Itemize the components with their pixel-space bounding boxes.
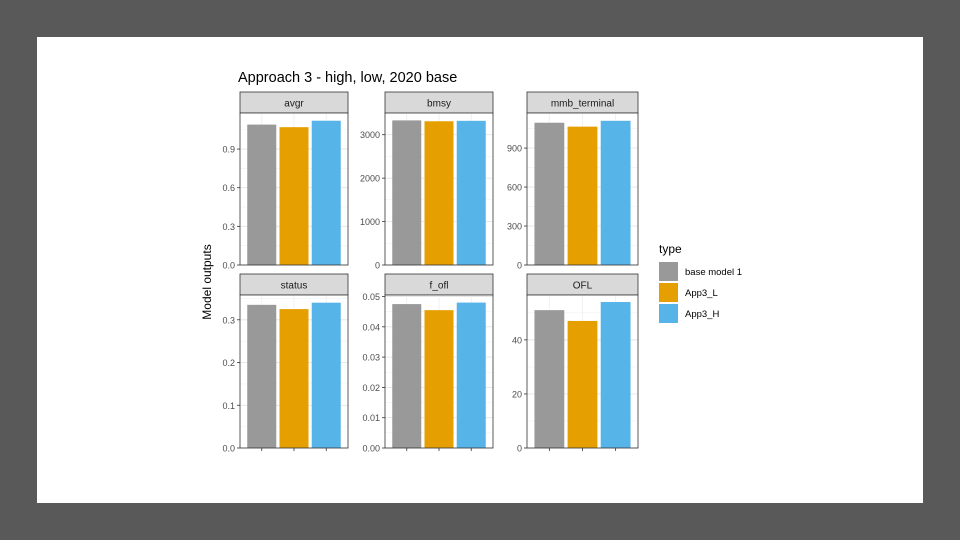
y-tick-label: 0.04 xyxy=(362,322,380,332)
legend: type base model 1 App3_L App3_H xyxy=(659,242,742,323)
legend-title: type xyxy=(659,242,682,256)
bar-bmsy-app3-h xyxy=(456,120,486,266)
y-tick-label: 3000 xyxy=(360,130,380,140)
bar-mmb-terminal-app3-l xyxy=(567,126,598,266)
legend-swatch-app3-h xyxy=(659,304,678,323)
facet-strip-label: avgr xyxy=(284,99,304,110)
y-tick-label: 0.6 xyxy=(222,183,235,193)
y-tick-label: 0 xyxy=(517,261,522,271)
facet-strip-label: OFL xyxy=(573,281,593,292)
facet-ofl: OFL 0 20 40 xyxy=(512,273,639,454)
y-tick-label: 0.3 xyxy=(222,222,235,232)
bar-mmb-terminal-base-model-1 xyxy=(534,122,565,265)
y-tick-label: 300 xyxy=(507,222,522,232)
y-tick-label: 0.9 xyxy=(222,145,235,155)
facet-panels: avgr0.00.30.60.9bmsy0100020003000mmb_ter… xyxy=(222,91,639,454)
bar-f-ofl-app3-h xyxy=(456,302,486,448)
bar-f-ofl-app3-l xyxy=(424,310,454,448)
y-tick-label: 0 xyxy=(517,444,522,454)
y-tick-label: 1000 xyxy=(360,217,380,227)
bar-ofl-base-model-1 xyxy=(534,310,565,448)
facet-strip-label: mmb_terminal xyxy=(551,99,614,110)
bar-ofl-app3-h xyxy=(600,302,631,448)
bar-status-app3-l xyxy=(279,309,309,448)
bar-bmsy-app3-l xyxy=(424,121,454,265)
y-tick-label: 0.1 xyxy=(222,401,235,411)
y-tick-label: 0.02 xyxy=(362,383,380,393)
facet-status: status 0.0 0.1 0.2 0.3 xyxy=(222,273,349,454)
y-tick-label: 40 xyxy=(512,335,522,345)
bar-avgr-base-model-1 xyxy=(247,124,277,265)
panel-border xyxy=(526,294,639,449)
y-tick-label: 20 xyxy=(512,389,522,399)
panel-border xyxy=(384,294,494,449)
y-tick-label: 0.05 xyxy=(362,292,380,302)
y-tick-label: 0.00 xyxy=(362,444,380,454)
y-tick-label: 0.0 xyxy=(222,261,235,271)
y-tick-label: 2000 xyxy=(360,174,380,184)
bar-status-base-model-1 xyxy=(247,304,277,448)
panel-border xyxy=(526,112,639,266)
panel-border xyxy=(239,112,349,266)
panel-border xyxy=(384,112,494,266)
facet-strip-label: status xyxy=(281,281,308,292)
y-tick-label: 0.03 xyxy=(362,353,380,363)
legend-label: App3_L xyxy=(685,288,718,299)
y-tick-label: 0.2 xyxy=(222,358,235,368)
y-tick-label: 0.01 xyxy=(362,413,380,423)
panel-border xyxy=(239,294,349,449)
facet-strip-label: bmsy xyxy=(427,99,451,110)
bar-bmsy-base-model-1 xyxy=(392,120,422,265)
legend-swatch-base-model-1 xyxy=(659,262,678,281)
slide-canvas: Approach 3 - high, low, 2020 base Model … xyxy=(37,37,923,503)
bar-f-ofl-base-model-1 xyxy=(392,304,422,448)
y-tick-label: 0.0 xyxy=(222,444,235,454)
bar-mmb-terminal-app3-h xyxy=(600,120,631,266)
y-tick-label: 0.3 xyxy=(222,315,235,325)
chart-title: Approach 3 - high, low, 2020 base xyxy=(238,70,457,86)
y-tick-label: 900 xyxy=(507,144,522,154)
facet-bmsy: bmsy 0 1000 2000 3000 xyxy=(360,91,494,271)
bar-status-app3-h xyxy=(311,302,341,448)
bar-ofl-app3-l xyxy=(567,320,598,448)
facet-f-ofl: f_ofl 0.00 0.01 0.02 0.03 0.04 0.05 xyxy=(362,273,494,454)
facet-avgr: avgr 0.0 0.3 0.6 0.9 xyxy=(222,91,349,271)
y-tick-label: 0 xyxy=(375,261,380,271)
legend-label: App3_H xyxy=(685,309,719,320)
y-tick-label: 600 xyxy=(507,183,522,193)
y-axis-label: Model outputs xyxy=(200,244,214,319)
faceted-bar-chart: Approach 3 - high, low, 2020 base Model … xyxy=(200,70,742,454)
legend-label: base model 1 xyxy=(685,267,742,278)
bar-avgr-app3-l xyxy=(279,127,309,265)
legend-swatch-app3-l xyxy=(659,283,678,302)
facet-strip-label: f_ofl xyxy=(430,281,449,292)
bar-avgr-app3-h xyxy=(311,120,341,265)
facet-mmb-terminal: mmb_terminal 0 300 600 900 xyxy=(507,91,639,271)
